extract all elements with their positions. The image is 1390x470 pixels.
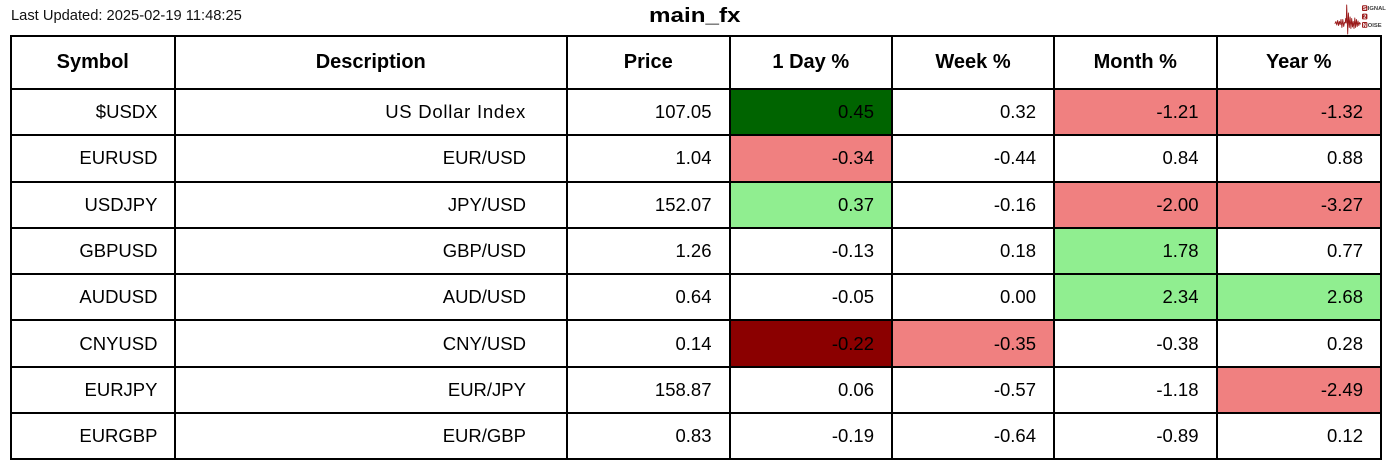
svg-text:S: S xyxy=(1363,6,1367,12)
svg-text:2: 2 xyxy=(1363,14,1366,20)
svg-text:N: N xyxy=(1363,23,1367,29)
svg-text:IGNAL: IGNAL xyxy=(1368,6,1386,12)
svg-text:OISE: OISE xyxy=(1368,23,1382,29)
